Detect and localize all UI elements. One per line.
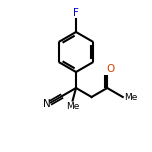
- Text: N: N: [43, 99, 51, 109]
- Text: Me: Me: [124, 93, 137, 102]
- Text: O: O: [106, 64, 114, 74]
- Text: Me: Me: [66, 102, 79, 111]
- Text: F: F: [73, 8, 79, 18]
